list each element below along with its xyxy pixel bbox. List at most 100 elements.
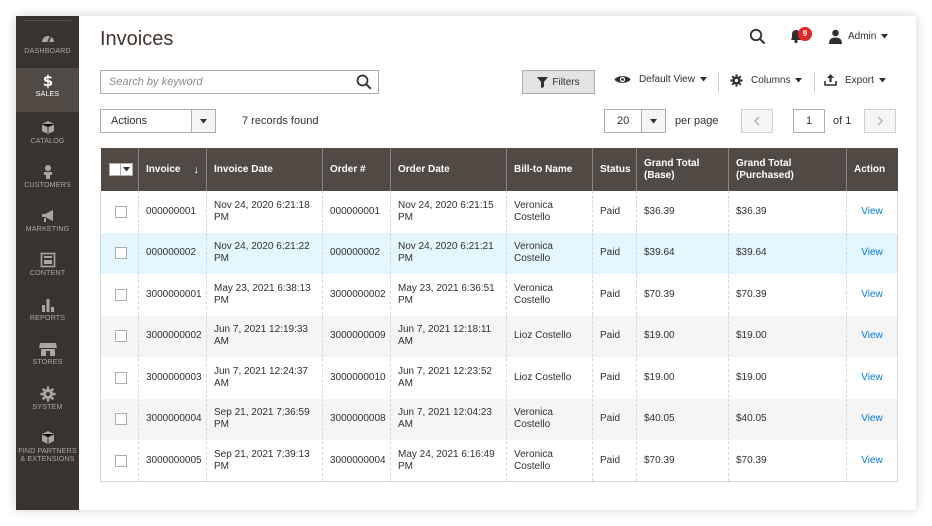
search-icon bbox=[356, 74, 372, 90]
sidebar-item-stores[interactable]: STORES bbox=[16, 337, 79, 381]
sidebar-item-content[interactable]: CONTENT bbox=[16, 248, 79, 292]
cell-grand-total-purchased: $19.00 bbox=[728, 315, 847, 358]
sidebar-item-catalog[interactable]: CATALOG bbox=[16, 116, 79, 160]
sidebar-item-find-partners[interactable]: FIND PARTNERS & EXTENSIONS bbox=[16, 426, 79, 476]
view-link[interactable]: View bbox=[861, 330, 883, 342]
cell-bill-to-name: Veronica Costello bbox=[506, 191, 593, 233]
export-control[interactable]: Export bbox=[824, 74, 886, 86]
column-header-bill-to-name[interactable]: Bill-to Name bbox=[506, 148, 593, 191]
view-link[interactable]: View bbox=[861, 413, 883, 425]
per-page-dropdown-toggle[interactable] bbox=[641, 110, 665, 132]
row-checkbox[interactable] bbox=[115, 205, 127, 218]
row-checkbox[interactable] bbox=[115, 288, 127, 301]
mass-select-checkbox[interactable] bbox=[108, 163, 133, 176]
admin-window: DASHBOARD $ SALES CATALOG CUSTOMERS MARK… bbox=[16, 16, 916, 510]
row-checkbox[interactable] bbox=[115, 371, 127, 384]
view-link[interactable]: View bbox=[861, 454, 883, 466]
view-link[interactable]: View bbox=[861, 288, 883, 300]
sidebar-item-label: CONTENT bbox=[29, 268, 66, 277]
cell-grand-total-base: $19.00 bbox=[636, 357, 729, 399]
cell-line: Nov 24, 2020 6:21:21 bbox=[398, 241, 494, 253]
sidebar-item-reports[interactable]: REPORTS bbox=[16, 293, 79, 337]
cell-grand-total-purchased: $70.39 bbox=[728, 274, 847, 316]
cell-invoice-date: Nov 24, 2020 6:21:18 PM bbox=[206, 191, 323, 233]
cell-bill-to-name: Veronica Costello bbox=[506, 440, 593, 482]
cell-grand-total-purchased: $70.39 bbox=[728, 440, 847, 482]
per-page-select[interactable]: 20 bbox=[604, 109, 666, 133]
cell-line: Nov 24, 2020 6:21:15 bbox=[398, 199, 494, 211]
table-row[interactable]: 3000000001 May 23, 2021 6:38:13 PM 30000000… bbox=[100, 274, 898, 316]
actions-dropdown-toggle[interactable] bbox=[191, 110, 215, 132]
sidebar-item-dashboard[interactable]: DASHBOARD bbox=[16, 26, 79, 70]
cell-line: Costello bbox=[514, 419, 551, 431]
cell-bill-to-name: Lioz Costello bbox=[506, 357, 593, 399]
cell-bill-to-name: Veronica Costello bbox=[506, 232, 593, 275]
mass-actions-select[interactable]: Actions bbox=[100, 109, 216, 133]
columns-control[interactable]: Columns bbox=[730, 74, 803, 87]
cell-order-date: Jun 7, 2021 12:04:23 AM bbox=[390, 398, 507, 441]
cell-line: May 23, 2021 6:36:51 bbox=[398, 282, 495, 294]
cell-order-date: May 23, 2021 6:36:51 PM bbox=[390, 274, 507, 316]
cell-grand-total-base: $19.00 bbox=[636, 315, 729, 358]
user-menu[interactable]: Admin bbox=[828, 29, 889, 44]
cell-order-date: Jun 7, 2021 12:18:11 AM bbox=[390, 315, 507, 358]
cell-invoice-date: Sep 21, 2021 7:39:13 PM bbox=[206, 440, 323, 482]
total-pages-label: of 1 bbox=[833, 115, 852, 127]
global-search-button[interactable] bbox=[749, 28, 766, 50]
column-header-order-date[interactable]: Order Date bbox=[390, 148, 507, 191]
cell-line: Jun 7, 2021 12:04:23 bbox=[398, 407, 492, 419]
row-checkbox[interactable] bbox=[115, 454, 127, 467]
sidebar-item-marketing[interactable]: MARKETING bbox=[16, 204, 79, 248]
view-switcher[interactable]: Default View bbox=[614, 74, 707, 85]
next-page-button[interactable] bbox=[864, 109, 896, 133]
cell-line: Veronica bbox=[514, 241, 553, 253]
column-header-order-number[interactable]: Order # bbox=[322, 148, 391, 191]
cell-invoice-date: May 23, 2021 6:38:13 PM bbox=[206, 274, 323, 316]
cell-line: PM bbox=[214, 211, 229, 223]
search-input[interactable] bbox=[101, 71, 341, 93]
table-row[interactable]: 000000002 Nov 24, 2020 6:21:22 PM 000000002… bbox=[100, 232, 898, 275]
funnel-icon bbox=[537, 76, 549, 88]
table-row[interactable]: 3000000002 Jun 7, 2021 12:19:33 AM 30000000… bbox=[100, 315, 898, 358]
view-link[interactable]: View bbox=[861, 371, 883, 383]
current-page-input[interactable]: 1 bbox=[793, 109, 825, 133]
column-header-invoice[interactable]: Invoice ↓ bbox=[138, 148, 207, 191]
sidebar-item-sales[interactable]: $ SALES bbox=[16, 68, 79, 112]
cell-grand-total-purchased: $40.05 bbox=[728, 398, 847, 441]
cell-invoice: 3000000001 bbox=[138, 274, 207, 316]
cell-order-number: 3000000010 bbox=[322, 357, 391, 399]
cell-status: Paid bbox=[592, 357, 637, 399]
mass-select-toggle[interactable] bbox=[121, 167, 132, 172]
search-submit-button[interactable] bbox=[356, 74, 372, 95]
previous-page-button[interactable] bbox=[741, 109, 773, 133]
view-link[interactable]: View bbox=[861, 247, 883, 259]
column-header-grand-total-purchased[interactable]: Grand Total (Purchased) bbox=[728, 148, 847, 191]
filters-button[interactable]: Filters bbox=[522, 70, 595, 94]
view-link[interactable]: View bbox=[861, 205, 883, 217]
cell-grand-total-base: $39.64 bbox=[636, 232, 729, 275]
chevron-left-icon bbox=[754, 116, 760, 126]
cell-line: Sep 21, 2021 7:39:13 bbox=[214, 448, 310, 460]
cell-action: View bbox=[846, 315, 898, 358]
sidebar-item-system[interactable]: SYSTEM bbox=[16, 382, 79, 426]
table-row[interactable]: 000000001 Nov 24, 2020 6:21:18 PM 000000001… bbox=[100, 191, 898, 233]
dashboard-icon bbox=[41, 35, 54, 43]
sidebar-item-customers[interactable]: CUSTOMERS bbox=[16, 160, 79, 204]
cell-line: AM bbox=[398, 377, 413, 389]
table-row[interactable]: 3000000005 Sep 21, 2021 7:39:13 PM 30000000… bbox=[100, 440, 898, 482]
cell-line: May 24, 2021 6:16:49 bbox=[398, 448, 495, 460]
column-header-invoice-date[interactable]: Invoice Date bbox=[206, 148, 323, 191]
table-row[interactable]: 3000000003 Jun 7, 2021 12:24:37 AM 30000000… bbox=[100, 357, 898, 399]
row-checkbox[interactable] bbox=[115, 247, 127, 260]
table-row[interactable]: 3000000004 Sep 21, 2021 7:36:59 PM 30000000… bbox=[100, 398, 898, 441]
sidebar-item-label: CATALOG bbox=[30, 136, 65, 145]
row-select-cell bbox=[100, 357, 139, 399]
cell-line: Lioz Costello bbox=[514, 330, 572, 342]
column-header-status[interactable]: Status bbox=[592, 148, 637, 191]
cell-action: View bbox=[846, 232, 898, 275]
cell-status: Paid bbox=[592, 274, 637, 316]
row-checkbox[interactable] bbox=[115, 413, 127, 426]
column-header-grand-total-base[interactable]: Grand Total (Base) bbox=[636, 148, 729, 191]
row-checkbox[interactable] bbox=[115, 330, 127, 343]
cell-invoice: 000000001 bbox=[138, 191, 207, 233]
